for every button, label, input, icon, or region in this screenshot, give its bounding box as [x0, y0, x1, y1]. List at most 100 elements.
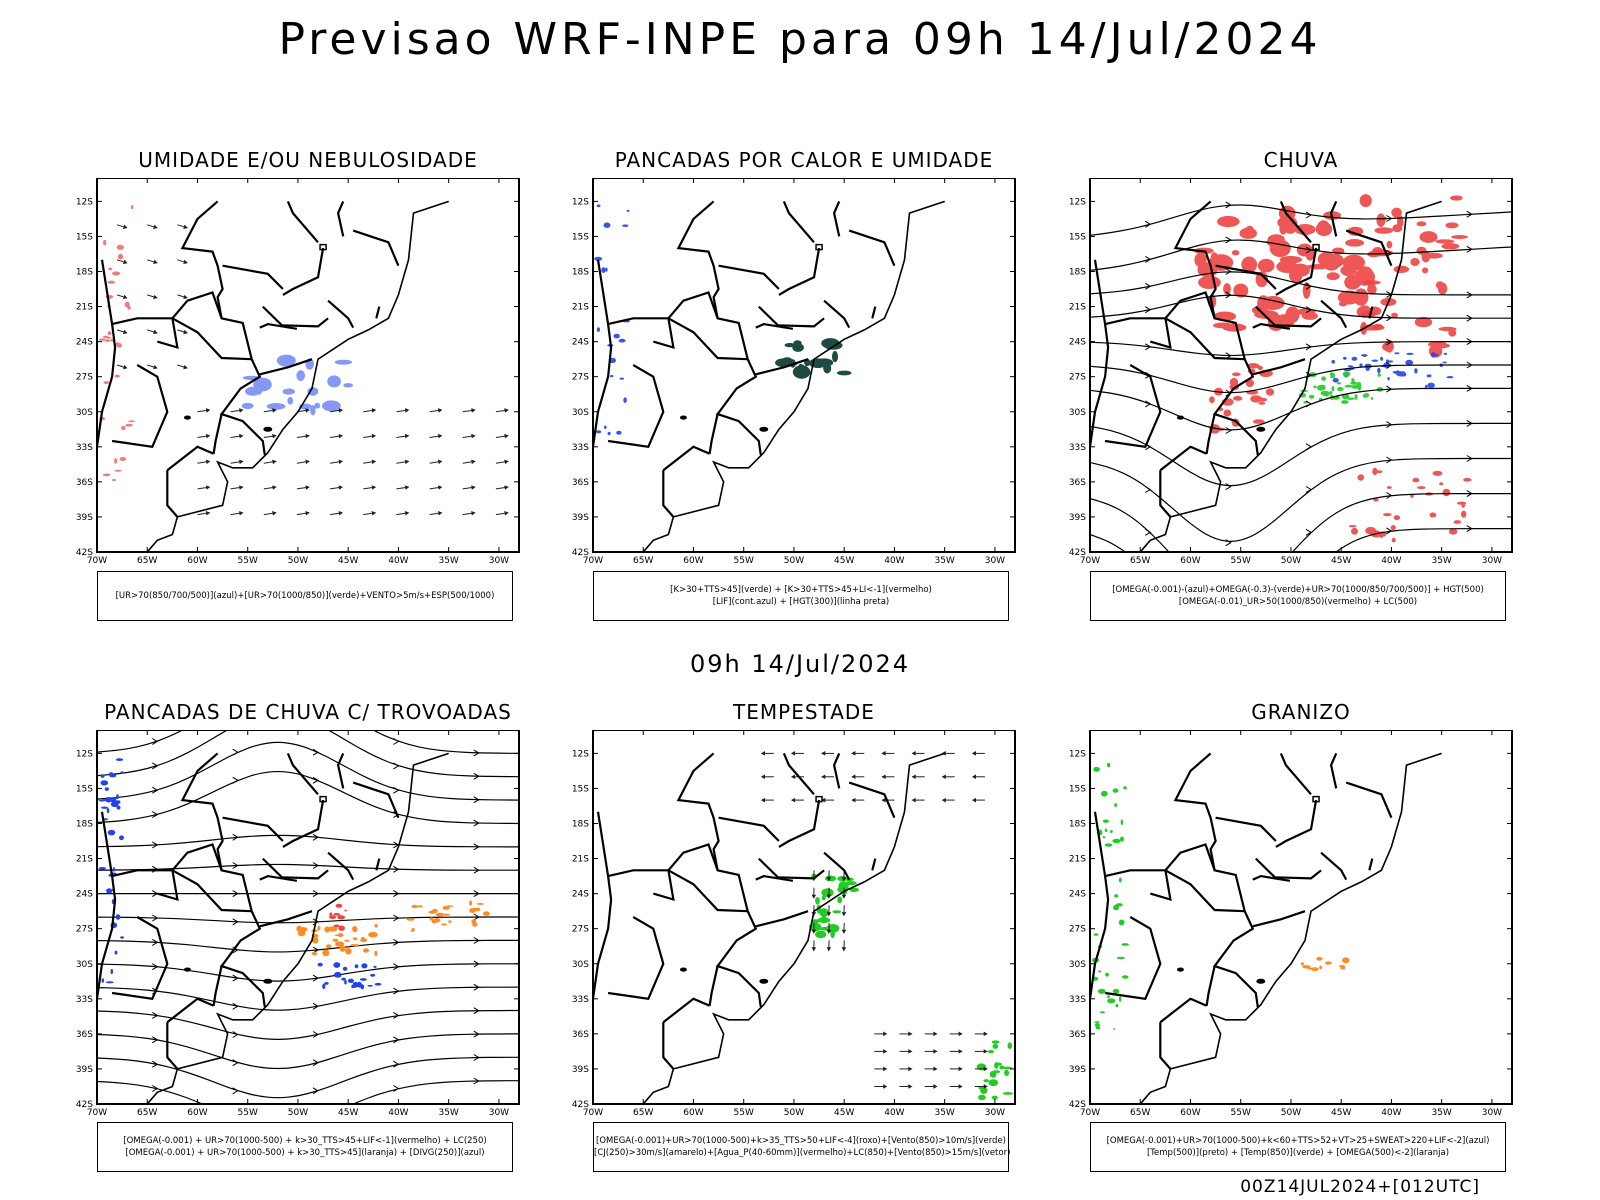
lon-tick-label: 30W [489, 1108, 509, 1118]
lat-tick-label: 33S [572, 995, 589, 1005]
lat-tick-label: 42S [572, 548, 589, 558]
map-borders [593, 752, 945, 1104]
wind-vectors-jet [811, 870, 847, 952]
lon-tick-label: 55W [734, 556, 754, 566]
lon-tick-label: 30W [1482, 1108, 1502, 1118]
lat-tick-label: 30S [1069, 408, 1086, 418]
lat-tick-label: 12S [1069, 197, 1086, 207]
panel-legend: [UR>70(850/700/500)](azul)+[UR>70(1000/8… [97, 571, 513, 621]
lat-tick-label: 33S [76, 443, 93, 453]
lat-tick-label: 36S [1069, 1030, 1086, 1040]
panel-legend: [OMEGA(-0.001)+UR>70(1000-500)+k<60+TTS>… [1090, 1122, 1506, 1172]
lat-tick-label: 42S [572, 1100, 589, 1110]
forecast-map: 9680968096809600960095209520952094409440… [572, 178, 1016, 566]
lon-tick-label: 50W [288, 556, 308, 566]
omega-green [1298, 371, 1384, 404]
lat-tick-label: 21S [76, 303, 93, 313]
legend-line: [OMEGA(-0.001) + UR>70(1000-500) + k>30_… [125, 1148, 485, 1158]
lon-tick-label: 70W [1080, 556, 1100, 566]
lon-tick-label: 60W [1180, 1108, 1200, 1118]
legend-line: [OMEGA(-0.001) + UR>70(1000-500) + k>30_… [123, 1136, 487, 1146]
lon-tick-label: 55W [1231, 556, 1251, 566]
panel-legend: [OMEGA(-0.001)-(azul)+OMEGA(-0.3)-(verde… [1090, 571, 1506, 621]
lat-tick-label: 18S [76, 268, 93, 278]
legend-line: [CJ(250)>30m/s](amarelo)+[Agua_P(40-60mm… [594, 1148, 1011, 1158]
thunder-orange [296, 923, 378, 957]
lat-tick-label: 42S [1069, 548, 1086, 558]
wind-850-green-south [976, 1040, 1014, 1101]
lon-tick-label: 35W [934, 1108, 954, 1118]
lat-tick-label: 15S [76, 232, 93, 242]
legend-line: [OMEGA(-0.001)+UR>70(1000-500)+k<60+TTS>… [1106, 1136, 1490, 1146]
lat-tick-label: 36S [76, 1030, 93, 1040]
lon-tick-label: 50W [784, 556, 804, 566]
lat-tick-label: 39S [76, 513, 93, 523]
wind-vectors [197, 408, 509, 516]
lat-tick-label: 24S [572, 338, 589, 348]
lat-tick-label: 27S [572, 925, 589, 935]
lat-tick-label: 39S [1069, 513, 1086, 523]
rain-areas-far-south [1348, 467, 1472, 543]
lon-tick-label: 70W [583, 1108, 603, 1118]
panel-legend: [OMEGA(-0.001) + UR>70(1000-500) + k>30_… [97, 1122, 513, 1172]
lon-tick-label: 65W [137, 1108, 157, 1118]
lon-tick-label: 45W [1331, 556, 1351, 566]
legend-line: [OMEGA(-0.001)+UR>70(1000-500)+k>35_TTS>… [596, 1136, 1006, 1146]
lon-tick-label: 55W [238, 556, 258, 566]
lat-tick-label: 15S [76, 784, 93, 794]
lat-tick-label: 21S [572, 855, 589, 865]
lon-tick-label: 50W [1281, 556, 1301, 566]
lat-tick-label: 24S [572, 890, 589, 900]
lat-tick-label: 30S [76, 408, 93, 418]
lat-tick-label: 30S [76, 960, 93, 970]
forecast-map: 1020102410201024102810241028102410281028… [76, 178, 520, 566]
lat-tick-label: 36S [1069, 478, 1086, 488]
lon-tick-label: 40W [388, 556, 408, 566]
lon-tick-label: 50W [1281, 1108, 1301, 1118]
main-title: Previsao WRF-INPE para 09h 14/Jul/2024 [278, 14, 1322, 65]
lat-tick-label: 21S [1069, 855, 1086, 865]
lc-250-streamlines [97, 730, 519, 1104]
lon-tick-label: 30W [985, 1108, 1005, 1118]
lon-tick-label: 35W [438, 1108, 458, 1118]
lat-tick-label: 24S [76, 890, 93, 900]
lat-tick-label: 18S [572, 268, 589, 278]
lon-tick-label: 45W [834, 1108, 854, 1118]
divergence-blue [98, 758, 124, 984]
lon-tick-label: 65W [1130, 1108, 1150, 1118]
lon-tick-label: 60W [187, 1108, 207, 1118]
panel-legend: [OMEGA(-0.001)+UR>70(1000-500)+k>35_TTS>… [593, 1122, 1011, 1172]
lon-tick-label: 35W [1431, 556, 1451, 566]
lat-tick-label: 33S [76, 995, 93, 1005]
lat-tick-label: 18S [572, 820, 589, 830]
middle-title: 09h 14/Jul/2024 [689, 650, 911, 678]
lat-tick-label: 39S [1069, 1065, 1086, 1075]
panel-title: PANCADAS POR CALOR E UMIDADE [614, 148, 994, 172]
andes-contours [98, 205, 136, 481]
lat-tick-label: 42S [76, 548, 93, 558]
lat-tick-label: 15S [1069, 232, 1086, 242]
lon-tick-label: 70W [1080, 1108, 1100, 1118]
lon-tick-label: 50W [288, 1108, 308, 1118]
legend-line: [OMEGA(-0.001)-(azul)+OMEGA(-0.3)-(verde… [1112, 585, 1484, 595]
lat-tick-label: 36S [572, 1030, 589, 1040]
lat-tick-label: 27S [1069, 925, 1086, 935]
lon-tick-label: 30W [1482, 556, 1502, 566]
footer-timestamp: 00Z14JUL2024+[012UTC] [1240, 1177, 1480, 1197]
lon-tick-label: 65W [137, 556, 157, 566]
lat-tick-label: 21S [572, 303, 589, 313]
map-borders [1090, 752, 1442, 1104]
legend-line: [LIF](cont.azul) + [HGT(300)](linha pret… [712, 597, 890, 607]
lat-tick-label: 33S [1069, 995, 1086, 1005]
panel-title: GRANIZO [1251, 700, 1351, 724]
hgt-500-contours [1090, 201, 1512, 552]
lon-tick-label: 40W [884, 556, 904, 566]
legend-line: [Temp(500)](preto) + [Temp(850)](verde) … [1146, 1148, 1450, 1158]
lat-tick-label: 18S [1069, 820, 1086, 830]
map-borders [97, 200, 449, 552]
panel-title: TEMPESTADE [733, 700, 875, 724]
panel-legend: [K>30+TTS>45](verde) + [K>30+TTS>45+LI<-… [593, 571, 1009, 621]
lon-tick-label: 40W [388, 1108, 408, 1118]
lon-tick-label: 70W [87, 556, 107, 566]
lat-tick-label: 12S [572, 749, 589, 759]
